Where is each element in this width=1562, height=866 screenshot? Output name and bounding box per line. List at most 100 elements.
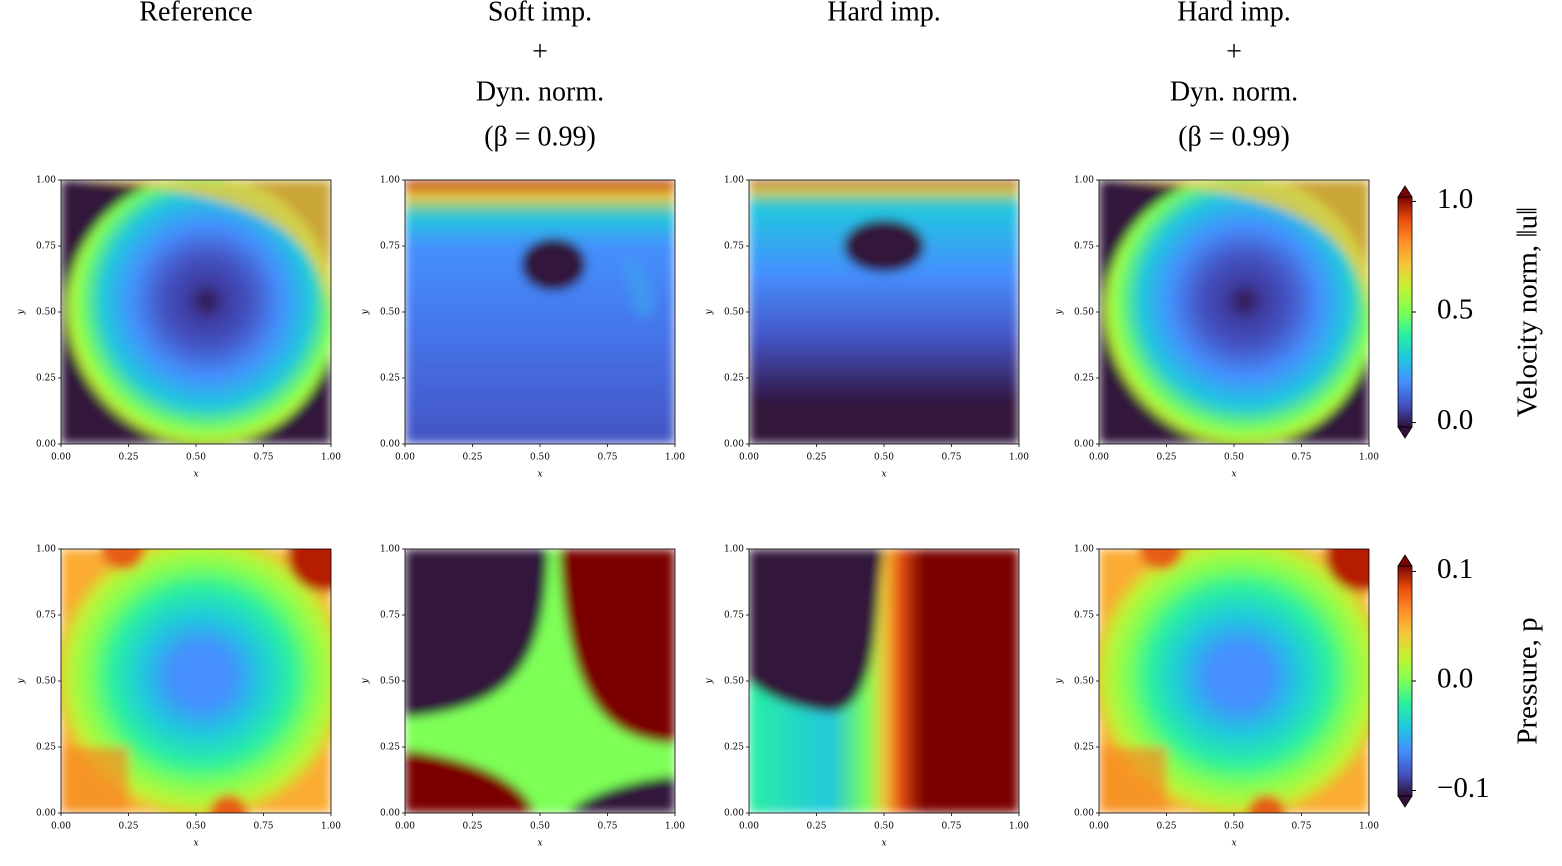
y-tick-label: 0.00	[36, 440, 56, 450]
subplot: 0.00 0.25 0.50 0.75 1.00 0.00 0.25 0.50 0.75 1.00…	[1055, 545, 1380, 849]
subplot: Soft imp. + Dyn. norm. (β = 0.99) 0.00 0.25 0.…	[361, 0, 686, 480]
subplot: Hard imp. + Dyn. norm. (β = 0.99) 0.00 0.25 0.…	[1055, 0, 1380, 480]
y-tick-label: 1.00	[36, 545, 56, 555]
subplot: 0.00 0.25 0.50 0.75 1.00 0.00 0.25 0.50 0.75 1.00…	[361, 545, 686, 849]
x-tick-label: 0.75	[1291, 453, 1311, 463]
x-tick-label: 0.50	[1224, 822, 1244, 832]
contour-fill	[61, 549, 331, 813]
y-tick-label: 0.25	[380, 374, 400, 384]
y-tick-label: 0.00	[380, 809, 400, 819]
x-tick-label: 1.00	[321, 822, 341, 832]
y-tick-label: 0.00	[1074, 809, 1094, 819]
subplot: Reference 0.00 0.25 0.50 0.75 1.00 0.00 0.25 0.5…	[17, 0, 342, 480]
contour-plot	[61, 549, 331, 813]
contour-fill	[749, 180, 1019, 444]
subplot-title: Soft imp.	[488, 0, 592, 27]
colorbar-tick-label: 0.1	[1437, 553, 1473, 585]
x-axis-label: x	[537, 470, 542, 480]
y-axis-label: y	[17, 678, 27, 685]
y-tick-label: 0.00	[724, 809, 744, 819]
y-tick-label: 0.75	[1074, 242, 1094, 252]
y-axis-label: y	[1055, 309, 1065, 316]
contour-fill	[1099, 549, 1369, 813]
y-tick-label: 1.00	[380, 176, 400, 186]
contour-plot	[1099, 549, 1369, 813]
x-axis-label: x	[193, 839, 198, 849]
x-tick-label: 0.50	[186, 822, 206, 832]
subplot: 0.00 0.25 0.50 0.75 1.00 0.00 0.25 0.50 0.75 1.00…	[705, 545, 1030, 849]
y-tick-label: 0.75	[380, 611, 400, 621]
field	[621, 259, 654, 318]
y-tick-label: 0.75	[724, 242, 744, 252]
y-tick-label: 0.50	[1074, 308, 1094, 318]
contour-fill	[405, 180, 675, 444]
x-tick-label: 0.00	[51, 822, 71, 832]
field	[749, 549, 884, 713]
y-tick-label: 0.75	[1074, 611, 1094, 621]
x-axis-label: x	[1231, 839, 1236, 849]
contour-field	[405, 180, 675, 444]
x-tick-label: 0.25	[1156, 822, 1176, 832]
subplot-title: (β = 0.99)	[1178, 121, 1290, 152]
x-tick-label: 0.50	[874, 453, 894, 463]
x-tick-label: 0.00	[1089, 453, 1109, 463]
y-tick-label: 0.25	[724, 374, 744, 384]
y-tick-label: 0.25	[36, 743, 56, 753]
subplot-title: Hard imp.	[827, 0, 941, 27]
subplot-title: (β = 0.99)	[484, 121, 596, 152]
y-tick-label: 0.75	[36, 611, 56, 621]
y-tick-label: 0.00	[380, 440, 400, 450]
y-tick-label: 0.25	[724, 743, 744, 753]
x-tick-label: 0.00	[51, 453, 71, 463]
x-tick-label: 0.25	[118, 822, 138, 832]
subplot: 0.00 0.25 0.50 0.75 1.00 0.00 0.25 0.50 0.75 1.00…	[17, 545, 342, 849]
y-axis-label: y	[1055, 678, 1065, 685]
y-tick-label: 0.00	[724, 440, 744, 450]
y-tick-label: 0.75	[380, 242, 400, 252]
y-tick-label: 1.00	[1074, 176, 1094, 186]
x-tick-label: 0.50	[186, 453, 206, 463]
y-tick-label: 0.50	[380, 308, 400, 318]
contour-fill	[1099, 180, 1369, 444]
subplot-title: +	[1226, 36, 1242, 67]
y-tick-label: 0.50	[724, 677, 744, 687]
colorbar: 0.0 0.5 1.0 Velocity norm, ‖u‖	[1397, 183, 1544, 439]
y-axis-label: y	[17, 309, 27, 316]
field	[1112, 180, 1369, 326]
x-tick-label: 0.25	[462, 453, 482, 463]
field	[1139, 549, 1183, 571]
field	[66, 180, 331, 444]
colorbar-tick-label: 0.0	[1437, 404, 1473, 436]
y-tick-label: 0.25	[1074, 743, 1094, 753]
y-tick-label: 1.00	[380, 545, 400, 555]
y-tick-label: 1.00	[36, 176, 56, 186]
x-tick-label: 0.25	[806, 822, 826, 832]
colorbar-gradient	[1398, 197, 1412, 427]
x-tick-label: 0.50	[874, 822, 894, 832]
colorbar-extend-min	[1397, 795, 1413, 808]
field	[1099, 747, 1167, 813]
subplot: Hard imp. 0.00 0.25 0.50 0.75 1.00 0.00 0.25 0.5…	[705, 0, 1030, 480]
y-axis-label: y	[705, 309, 715, 316]
x-tick-label: 1.00	[665, 822, 685, 832]
y-tick-label: 0.25	[36, 374, 56, 384]
x-tick-label: 0.00	[395, 453, 415, 463]
field	[405, 180, 675, 444]
subplot-title: Hard imp.	[1177, 0, 1291, 27]
y-axis-label: y	[361, 678, 371, 685]
contour-fill	[749, 549, 1019, 813]
x-tick-label: 0.75	[597, 453, 617, 463]
subplot-title: Dyn. norm.	[476, 76, 604, 107]
colorbar-extend-max	[1397, 554, 1413, 567]
contour-plot	[1099, 180, 1369, 444]
field	[1325, 549, 1369, 592]
field	[843, 219, 925, 273]
field	[405, 549, 549, 718]
subplot-title: Dyn. norm.	[1170, 76, 1298, 107]
colorbar-label: Pressure, p	[1512, 617, 1544, 744]
x-tick-label: 0.75	[941, 453, 961, 463]
x-tick-label: 0.75	[253, 822, 273, 832]
contour-fill	[61, 180, 331, 444]
y-tick-label: 0.75	[36, 242, 56, 252]
y-tick-label: 1.00	[1074, 545, 1094, 555]
